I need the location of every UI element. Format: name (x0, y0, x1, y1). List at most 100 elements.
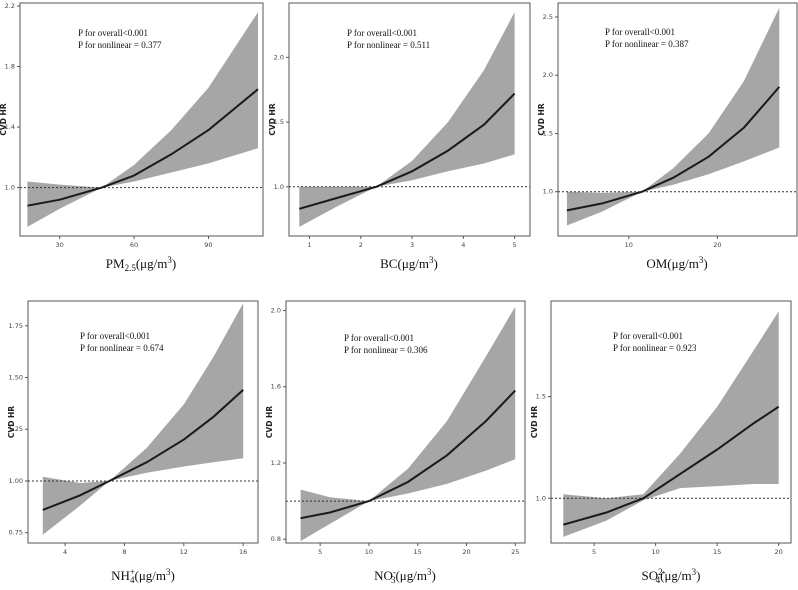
x-axis-label-text: (μg/m (397, 256, 429, 271)
y-tick-label: 1.00 (9, 477, 23, 485)
chart-panel-5: 5 10 15 20 25 0.8 1.2 1.6 2.0 CVD HR P for overall… (265, 300, 526, 585)
x-tick-label: 20 (713, 241, 721, 249)
x-axis-label-sup: 3 (699, 255, 704, 265)
y-axis-label: CVD HR (537, 103, 546, 135)
x-axis-label-text: ) (703, 256, 707, 271)
x-tick-label: 30 (56, 241, 64, 249)
plot-frame (285, 300, 526, 544)
x-tick-label: 4 (63, 548, 67, 556)
x-tick-label: 20 (775, 548, 783, 556)
x-tick-label: 5 (592, 548, 596, 556)
plot-frame (288, 2, 531, 237)
y-tick-label: 2.2 (5, 2, 15, 10)
y-tick-label: 1.0 (543, 188, 553, 196)
y-tick-label: 1.4 (5, 123, 15, 131)
y-axis-label: CVD HR (265, 406, 274, 438)
y-axis-label: CVD HR (530, 406, 539, 438)
p-value-annotation: P for nonlinear = 0.923 (613, 343, 697, 353)
x-axis-label-text: ) (431, 568, 435, 583)
hr-curve (563, 405, 780, 526)
hr-curve (299, 92, 516, 210)
confidence-band (42, 303, 244, 535)
x-axis-label-text: NH (111, 568, 130, 583)
x-axis-label-text: (μg/m (667, 256, 699, 271)
x-tick-label: 12 (180, 548, 188, 556)
chart-panel-1: 30 60 90 1.0 1.4 1.8 2.2 CVD HR P for overall<0.… (0, 2, 264, 273)
x-axis-label-text: (μg/m (395, 568, 427, 583)
confidence-band (563, 311, 779, 537)
x-axis-label-text: (μg/m (134, 568, 166, 583)
x-axis-label-sub: 4 (656, 575, 661, 585)
y-tick-label: 1.2 (271, 459, 281, 467)
x-axis-label-text: ) (171, 568, 175, 583)
hr-curve (566, 86, 781, 212)
x-axis-label-sup: 3 (167, 255, 172, 265)
y-tick-label: 2.0 (271, 307, 281, 315)
x-tick-label: 10 (365, 548, 373, 556)
x-axis-label-text: ) (696, 568, 700, 583)
p-value-annotation: P for overall<0.001 (613, 331, 683, 341)
x-tick-label: 10 (651, 548, 659, 556)
hr-curve (27, 88, 259, 207)
x-tick-label: 25 (511, 548, 519, 556)
x-tick-label: 1 (307, 241, 311, 249)
x-tick-label: 5 (513, 241, 517, 249)
x-tick-label: 16 (239, 548, 247, 556)
x-axis-label-sup: + (130, 567, 135, 577)
y-tick-label: 2.0 (543, 71, 553, 79)
p-value-annotation: P for overall<0.001 (347, 28, 417, 38)
y-tick-label: 1.8 (5, 63, 15, 71)
x-tick-label: 90 (204, 241, 212, 249)
x-axis-label-sup: 3 (692, 567, 697, 577)
p-value-annotation: P for nonlinear = 0.387 (605, 39, 689, 49)
y-axis-label: CVD HR (268, 103, 277, 135)
plot-frame (19, 2, 264, 237)
p-value-annotation: P for overall<0.001 (344, 333, 414, 343)
y-tick-label: 1.50 (9, 374, 23, 382)
x-axis-label: OM(μg/m3) (646, 255, 707, 271)
y-tick-label: 1.6 (271, 383, 281, 391)
x-axis-label-sup: 3 (429, 255, 434, 265)
x-axis-label-sub: 3 (391, 575, 396, 585)
x-tick-label: 3 (410, 241, 414, 249)
x-axis-label: NO-3(μg/m3) (374, 567, 436, 585)
y-tick-label: 2.5 (543, 13, 553, 21)
confidence-band (300, 306, 516, 542)
x-tick-label: 5 (318, 548, 322, 556)
y-tick-label: 1.5 (543, 129, 553, 137)
x-tick-label: 2 (359, 241, 363, 249)
p-value-annotation: P for nonlinear = 0.674 (80, 343, 164, 353)
x-axis-label-text: ) (172, 256, 176, 271)
y-tick-label: 1.5 (536, 393, 546, 401)
confidence-band (27, 12, 259, 227)
y-tick-label: 2.0 (274, 53, 284, 61)
p-value-annotation: P for overall<0.001 (80, 331, 150, 341)
confidence-band (299, 12, 515, 227)
x-tick-label: 10 (625, 241, 633, 249)
x-axis-label: PM2.5(μg/m3) (106, 255, 176, 273)
plot-frame (27, 300, 259, 544)
x-axis-label-sup: 3 (427, 567, 432, 577)
x-axis-label-text: BC (380, 256, 397, 271)
x-axis-label: NH+ 4(μg/m3) (111, 567, 175, 585)
x-axis-label-sup: - (393, 567, 396, 577)
chart-panel-3: 10 20 1.0 1.5 2.0 2.5 CVD HR P for overall<0.00… (537, 2, 798, 271)
x-tick-label: 15 (713, 548, 721, 556)
x-axis-label-sup: 3 (166, 567, 171, 577)
x-axis-label-text: (μg/m (136, 256, 168, 271)
y-tick-label: 0.8 (271, 535, 281, 543)
chart-panel-4: 4 8 12 16 0.75 1.00 1.25 1.50 1.75 CVD HR P for ov… (7, 300, 259, 585)
p-value-annotation: P for nonlinear = 0.306 (344, 345, 428, 355)
x-axis-label-text: OM (646, 256, 667, 271)
x-axis-label-sub: 4 (130, 575, 135, 585)
y-axis-label: CVD HR (7, 406, 16, 438)
confidence-band (566, 7, 780, 226)
x-axis-label: SO2-4(μg/m3) (642, 567, 701, 585)
p-value-annotation: P for overall<0.001 (78, 28, 148, 38)
y-axis-label: CVD HR (0, 103, 8, 135)
y-tick-label: 1.25 (9, 425, 23, 433)
x-axis-label-text: PM (106, 256, 125, 271)
hr-curve (300, 389, 516, 520)
y-tick-label: 0.75 (9, 529, 23, 537)
hr-curve (42, 389, 244, 511)
